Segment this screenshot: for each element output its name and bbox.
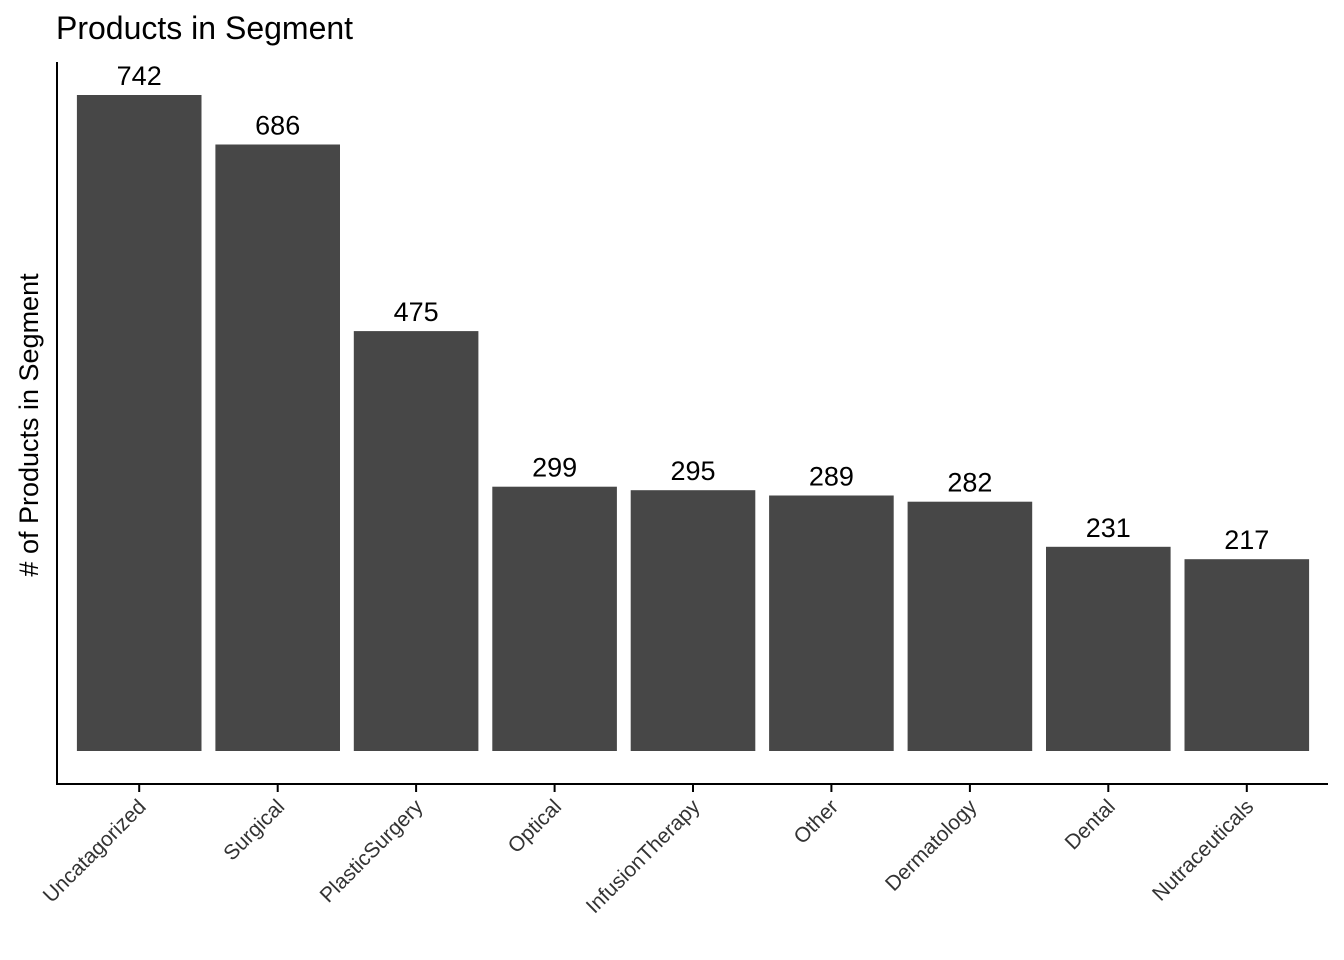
bar-dental xyxy=(1046,546,1171,751)
chart-title: Products in Segment xyxy=(56,10,353,46)
bar-optical xyxy=(492,486,617,751)
bar-value-label: 742 xyxy=(117,61,162,91)
bar-value-label: 295 xyxy=(670,456,715,486)
bar-value-label: 686 xyxy=(255,111,300,141)
bars-group xyxy=(76,95,1310,751)
bar-value-label: 217 xyxy=(1224,525,1269,555)
x-tick-label: PlasticSurgery xyxy=(316,795,428,907)
x-tick-label: Surgical xyxy=(219,795,289,865)
bar-value-label: 231 xyxy=(1086,513,1131,543)
bar-value-label: 282 xyxy=(947,468,992,498)
x-tick-label: Uncatagorized xyxy=(39,795,151,907)
data-labels-group: 742 686 475 299 295 289 282 231 217 xyxy=(117,61,1270,555)
bar-other xyxy=(769,495,894,751)
bar-value-label: 289 xyxy=(809,462,854,492)
x-tick-label: Dermatology xyxy=(881,795,982,896)
x-tick-label: InfusionTherapy xyxy=(582,795,705,918)
bar-surgical xyxy=(215,144,340,751)
y-axis-title: # of Products in Segment xyxy=(14,273,44,577)
bar-infusiontherapy xyxy=(630,490,756,751)
bar-dermatology xyxy=(907,501,1033,751)
bar-nutraceuticals xyxy=(1184,559,1310,751)
x-tick-labels-group: Uncatagorized Surgical PlasticSurgery Optic… xyxy=(39,795,1259,918)
x-tick-label: Other xyxy=(790,795,843,848)
x-ticks-group xyxy=(138,784,1248,792)
x-tick-label: Optical xyxy=(504,795,566,857)
x-tick-label: Dental xyxy=(1061,795,1120,854)
bar-plasticsurgery xyxy=(353,331,479,751)
bar-value-label: 475 xyxy=(394,297,439,327)
x-tick-label: Nutraceuticals xyxy=(1148,795,1258,905)
bar-value-label: 299 xyxy=(532,453,577,483)
bar-uncatagorized xyxy=(76,95,202,751)
